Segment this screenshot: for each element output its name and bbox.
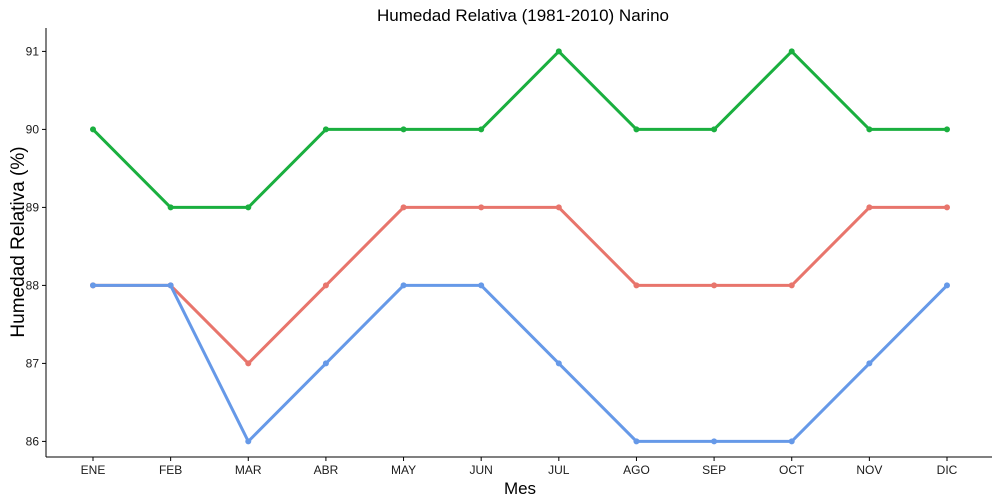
x-tick-label: NOV <box>856 463 882 477</box>
x-axis-label: Mes <box>504 479 536 498</box>
data-point <box>711 438 718 445</box>
data-point <box>478 204 485 211</box>
data-point <box>788 282 795 289</box>
x-tick-label: ABR <box>314 463 339 477</box>
data-point <box>167 204 174 211</box>
series-line <box>91 283 949 443</box>
x-tick-label: DIC <box>937 463 958 477</box>
x-tick-label: MAY <box>391 463 416 477</box>
data-point <box>633 438 640 445</box>
data-point <box>245 204 252 211</box>
x-tick-label: AGO <box>623 463 650 477</box>
y-tick-label: 87 <box>26 356 40 370</box>
series-2 <box>90 204 950 367</box>
data-point <box>711 282 718 289</box>
y-tick-label: 86 <box>26 434 40 448</box>
data-point <box>245 438 252 445</box>
y-axis: 86 87 88 89 90 91 <box>26 28 47 457</box>
data-point <box>167 282 174 289</box>
data-point <box>866 204 873 211</box>
series-3 <box>90 282 950 445</box>
y-tick-label: 91 <box>26 44 40 58</box>
data-point <box>866 126 873 133</box>
data-point <box>944 282 950 289</box>
data-point <box>400 204 407 211</box>
data-point <box>711 126 718 133</box>
data-point <box>400 282 407 289</box>
series-line <box>91 205 949 365</box>
data-point <box>633 126 640 133</box>
data-point <box>90 282 96 289</box>
y-tick-label: 89 <box>26 200 40 214</box>
x-tick-label: SEP <box>702 463 726 477</box>
y-tick-label: 90 <box>26 122 40 136</box>
data-point <box>478 126 485 133</box>
data-point <box>322 282 329 289</box>
data-point <box>944 126 950 133</box>
data-point <box>90 126 96 133</box>
x-tick-label: JUN <box>470 463 493 477</box>
series-group <box>90 48 950 445</box>
data-point <box>478 282 485 289</box>
data-point <box>555 360 562 367</box>
data-point <box>555 48 562 55</box>
data-point <box>322 126 329 133</box>
series-1 <box>90 48 950 211</box>
x-tick-label: OCT <box>779 463 805 477</box>
data-point <box>788 48 795 55</box>
data-point <box>866 360 873 367</box>
x-tick-label: JUL <box>548 463 570 477</box>
data-point <box>633 282 640 289</box>
data-point <box>245 360 252 367</box>
x-tick-label: MAR <box>235 463 262 477</box>
data-point <box>555 204 562 211</box>
x-tick-label: FEB <box>159 463 182 477</box>
y-tick-label: 88 <box>26 278 40 292</box>
data-point <box>322 360 329 367</box>
x-axis: ENE FEB MAR ABR MAY JUN JUL AGO SEP OCT NOV DIC <box>46 456 992 477</box>
data-point <box>944 204 950 211</box>
chart-title: Humedad Relativa (1981-2010) Narino <box>377 6 669 25</box>
series-line <box>91 49 949 209</box>
data-point <box>400 126 407 133</box>
x-tick-label: ENE <box>81 463 106 477</box>
y-axis-label: Humedad Relativa (%) <box>8 146 29 337</box>
data-point <box>788 438 795 445</box>
